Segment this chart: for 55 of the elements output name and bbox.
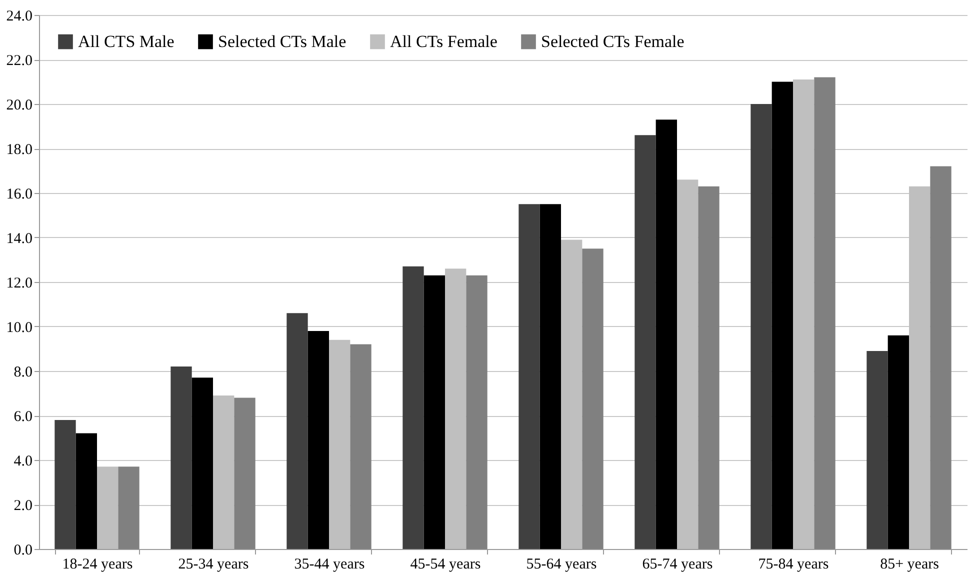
bar — [677, 180, 698, 549]
legend-label: Selected CTs Male — [218, 32, 346, 51]
x-tick-label: 18-24 years — [62, 556, 133, 572]
bar — [698, 186, 720, 549]
y-tick-label: 10.0 — [6, 320, 32, 336]
y-tick-label: 8.0 — [14, 364, 32, 380]
bar — [329, 340, 350, 549]
bar — [192, 378, 213, 549]
bar — [888, 335, 909, 549]
bar — [97, 466, 118, 549]
bar — [814, 77, 836, 549]
x-tick-label: 85+ years — [880, 556, 940, 572]
bar — [540, 204, 561, 549]
bar — [350, 344, 372, 549]
x-tick-label: 25-34 years — [178, 556, 249, 572]
bar — [582, 248, 604, 549]
bar — [793, 80, 814, 549]
y-tick-label: 18.0 — [6, 142, 32, 158]
y-tick-label: 6.0 — [14, 409, 32, 425]
bar — [170, 366, 192, 549]
bar — [308, 330, 329, 549]
bar — [750, 104, 772, 549]
bar — [213, 395, 234, 549]
legend-label: Selected CTs Female — [541, 32, 684, 51]
bar — [286, 313, 308, 549]
y-tick-label: 12.0 — [6, 276, 32, 292]
y-tick-label: 2.0 — [14, 498, 32, 514]
bar — [930, 166, 952, 549]
bar — [445, 268, 466, 549]
x-tick-label: 35-44 years — [294, 556, 365, 572]
bar — [402, 266, 424, 549]
bar — [466, 275, 488, 549]
bar — [518, 204, 540, 549]
bar — [76, 433, 97, 549]
x-tick-label: 75-84 years — [758, 556, 829, 572]
y-tick-label: 24.0 — [6, 8, 32, 24]
y-tick-label: 16.0 — [6, 186, 32, 202]
y-tick-label: 22.0 — [6, 53, 32, 69]
y-tick-label: 4.0 — [14, 454, 32, 470]
legend-label: All CTS Male — [78, 32, 174, 51]
bar — [54, 420, 76, 549]
x-tick-label: 55-64 years — [526, 556, 597, 572]
bar — [866, 350, 888, 549]
y-tick-label: 20.0 — [6, 98, 32, 114]
legend-label: All CTs Female — [390, 32, 498, 51]
bar — [234, 398, 256, 549]
x-tick-label: 65-74 years — [642, 556, 713, 572]
bar — [772, 82, 793, 549]
x-tick-label: 45-54 years — [410, 556, 481, 572]
bar — [424, 275, 445, 549]
bar — [118, 466, 140, 549]
bar — [656, 120, 677, 549]
y-tick-label: 14.0 — [6, 231, 32, 247]
y-tick-label: 0.0 — [14, 542, 32, 558]
bar — [634, 135, 656, 549]
